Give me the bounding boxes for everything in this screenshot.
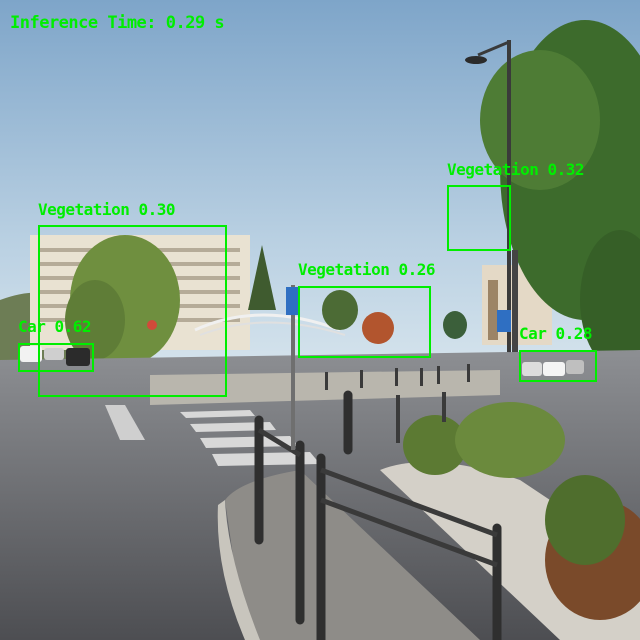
- detection-label-car-2: Car 0.28: [519, 324, 593, 343]
- detection-box-vegetation-3: [298, 286, 431, 358]
- inference-time-readout: Inference Time: 0.29 s: [10, 13, 225, 33]
- detection-label-vegetation-1: Vegetation 0.30: [38, 200, 176, 219]
- detection-label-vegetation-2: Vegetation 0.32: [447, 160, 585, 179]
- detection-label-vegetation-3: Vegetation 0.26: [298, 260, 436, 279]
- detection-label-car-1: Car 0.62: [18, 317, 92, 336]
- detection-box-vegetation-2: [447, 185, 511, 251]
- detection-box-car-1: [18, 343, 94, 372]
- detection-box-vegetation-1: [38, 225, 227, 397]
- detection-box-car-2: [519, 350, 597, 382]
